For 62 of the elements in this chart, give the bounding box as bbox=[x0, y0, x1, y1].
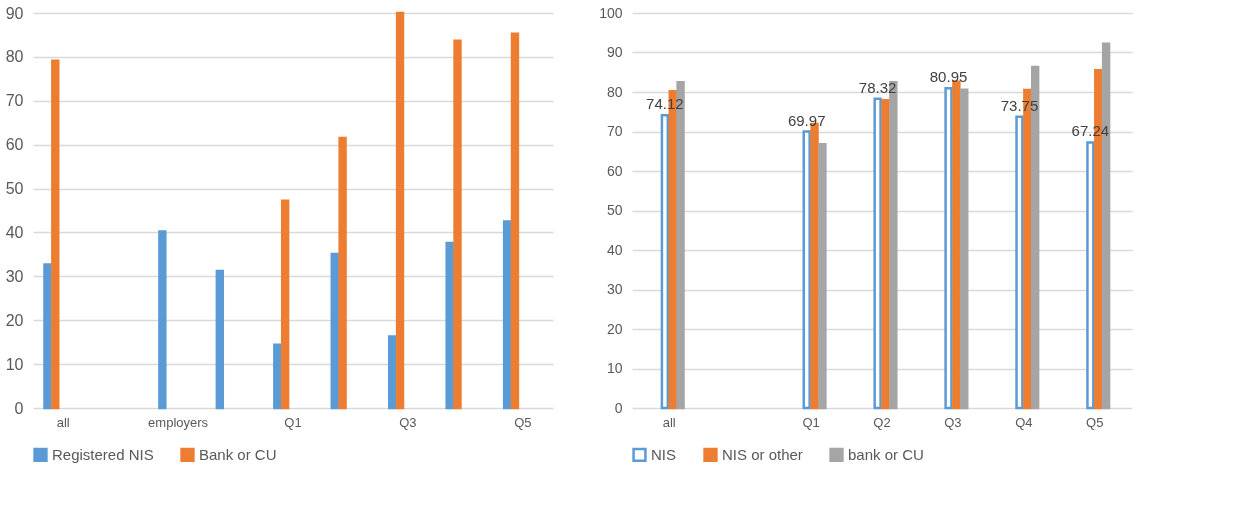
legend-label: Bank or CU bbox=[199, 445, 277, 463]
bar bbox=[338, 136, 347, 410]
y-tick-label: 20 bbox=[606, 320, 623, 337]
bar bbox=[51, 59, 60, 410]
x-tick-label: Q5 bbox=[1086, 414, 1104, 430]
y-tick-label: 50 bbox=[606, 202, 623, 218]
y-tick-label: 80 bbox=[606, 83, 623, 100]
x-tick-label: Q1 bbox=[802, 414, 820, 430]
bar bbox=[1015, 115, 1024, 410]
bar bbox=[818, 142, 827, 410]
y-tick-label: 10 bbox=[606, 360, 623, 376]
legend-label: Registered NIS bbox=[52, 445, 154, 463]
y-tick-label: 70 bbox=[606, 123, 623, 139]
bar bbox=[387, 335, 397, 410]
bar bbox=[881, 99, 890, 410]
bar bbox=[952, 80, 961, 410]
y-tick-label: 90 bbox=[606, 44, 623, 60]
bar bbox=[273, 343, 282, 410]
x-tick-label: Q3 bbox=[399, 414, 417, 430]
y-tick-label: 100 bbox=[599, 4, 623, 21]
x-tick-label: Q5 bbox=[514, 414, 532, 430]
legend-label: NIS bbox=[651, 445, 677, 463]
bar bbox=[960, 88, 969, 410]
bar bbox=[215, 269, 225, 410]
y-tick-label: 30 bbox=[606, 281, 623, 297]
bar bbox=[453, 39, 462, 410]
x-tick-label: all bbox=[662, 414, 676, 430]
bar bbox=[445, 241, 454, 410]
y-tick-label: 20 bbox=[5, 311, 24, 329]
y-tick-label: 90 bbox=[5, 4, 24, 22]
x-tick-label: Q2 bbox=[873, 414, 891, 430]
bar bbox=[280, 199, 290, 410]
x-tick-label: Q3 bbox=[944, 414, 962, 430]
y-tick-label: 80 bbox=[5, 48, 24, 66]
y-tick-label: 70 bbox=[5, 92, 24, 110]
legend-label: NIS or other bbox=[722, 445, 803, 463]
data-label: 80.95 bbox=[929, 68, 968, 86]
bar bbox=[944, 87, 953, 410]
bar bbox=[660, 113, 670, 410]
y-tick-label: 30 bbox=[5, 267, 24, 285]
bar bbox=[502, 220, 512, 410]
y-tick-label: 60 bbox=[606, 162, 623, 179]
data-label: 78.32 bbox=[858, 78, 897, 96]
y-tick-label: 60 bbox=[5, 136, 24, 154]
y-tick-label: 0 bbox=[14, 399, 24, 417]
bar bbox=[395, 11, 405, 410]
x-tick-label: Q1 bbox=[284, 414, 302, 430]
y-tick-label: 50 bbox=[5, 180, 24, 198]
data-label: 69.97 bbox=[787, 111, 826, 129]
y-tick-label: 40 bbox=[606, 241, 623, 258]
y-tick-label: 10 bbox=[5, 355, 24, 373]
bar bbox=[1086, 141, 1095, 410]
bar bbox=[510, 32, 520, 410]
bar bbox=[873, 97, 882, 410]
bar bbox=[158, 230, 167, 410]
y-tick-label: 40 bbox=[5, 223, 24, 241]
x-tick-label: employers bbox=[148, 414, 209, 430]
bar bbox=[43, 263, 52, 410]
y-tick-label: 0 bbox=[614, 399, 623, 416]
legend-label: bank or CU bbox=[848, 445, 924, 463]
x-tick-label: all bbox=[56, 414, 70, 430]
x-tick-label: Q4 bbox=[1015, 414, 1033, 430]
